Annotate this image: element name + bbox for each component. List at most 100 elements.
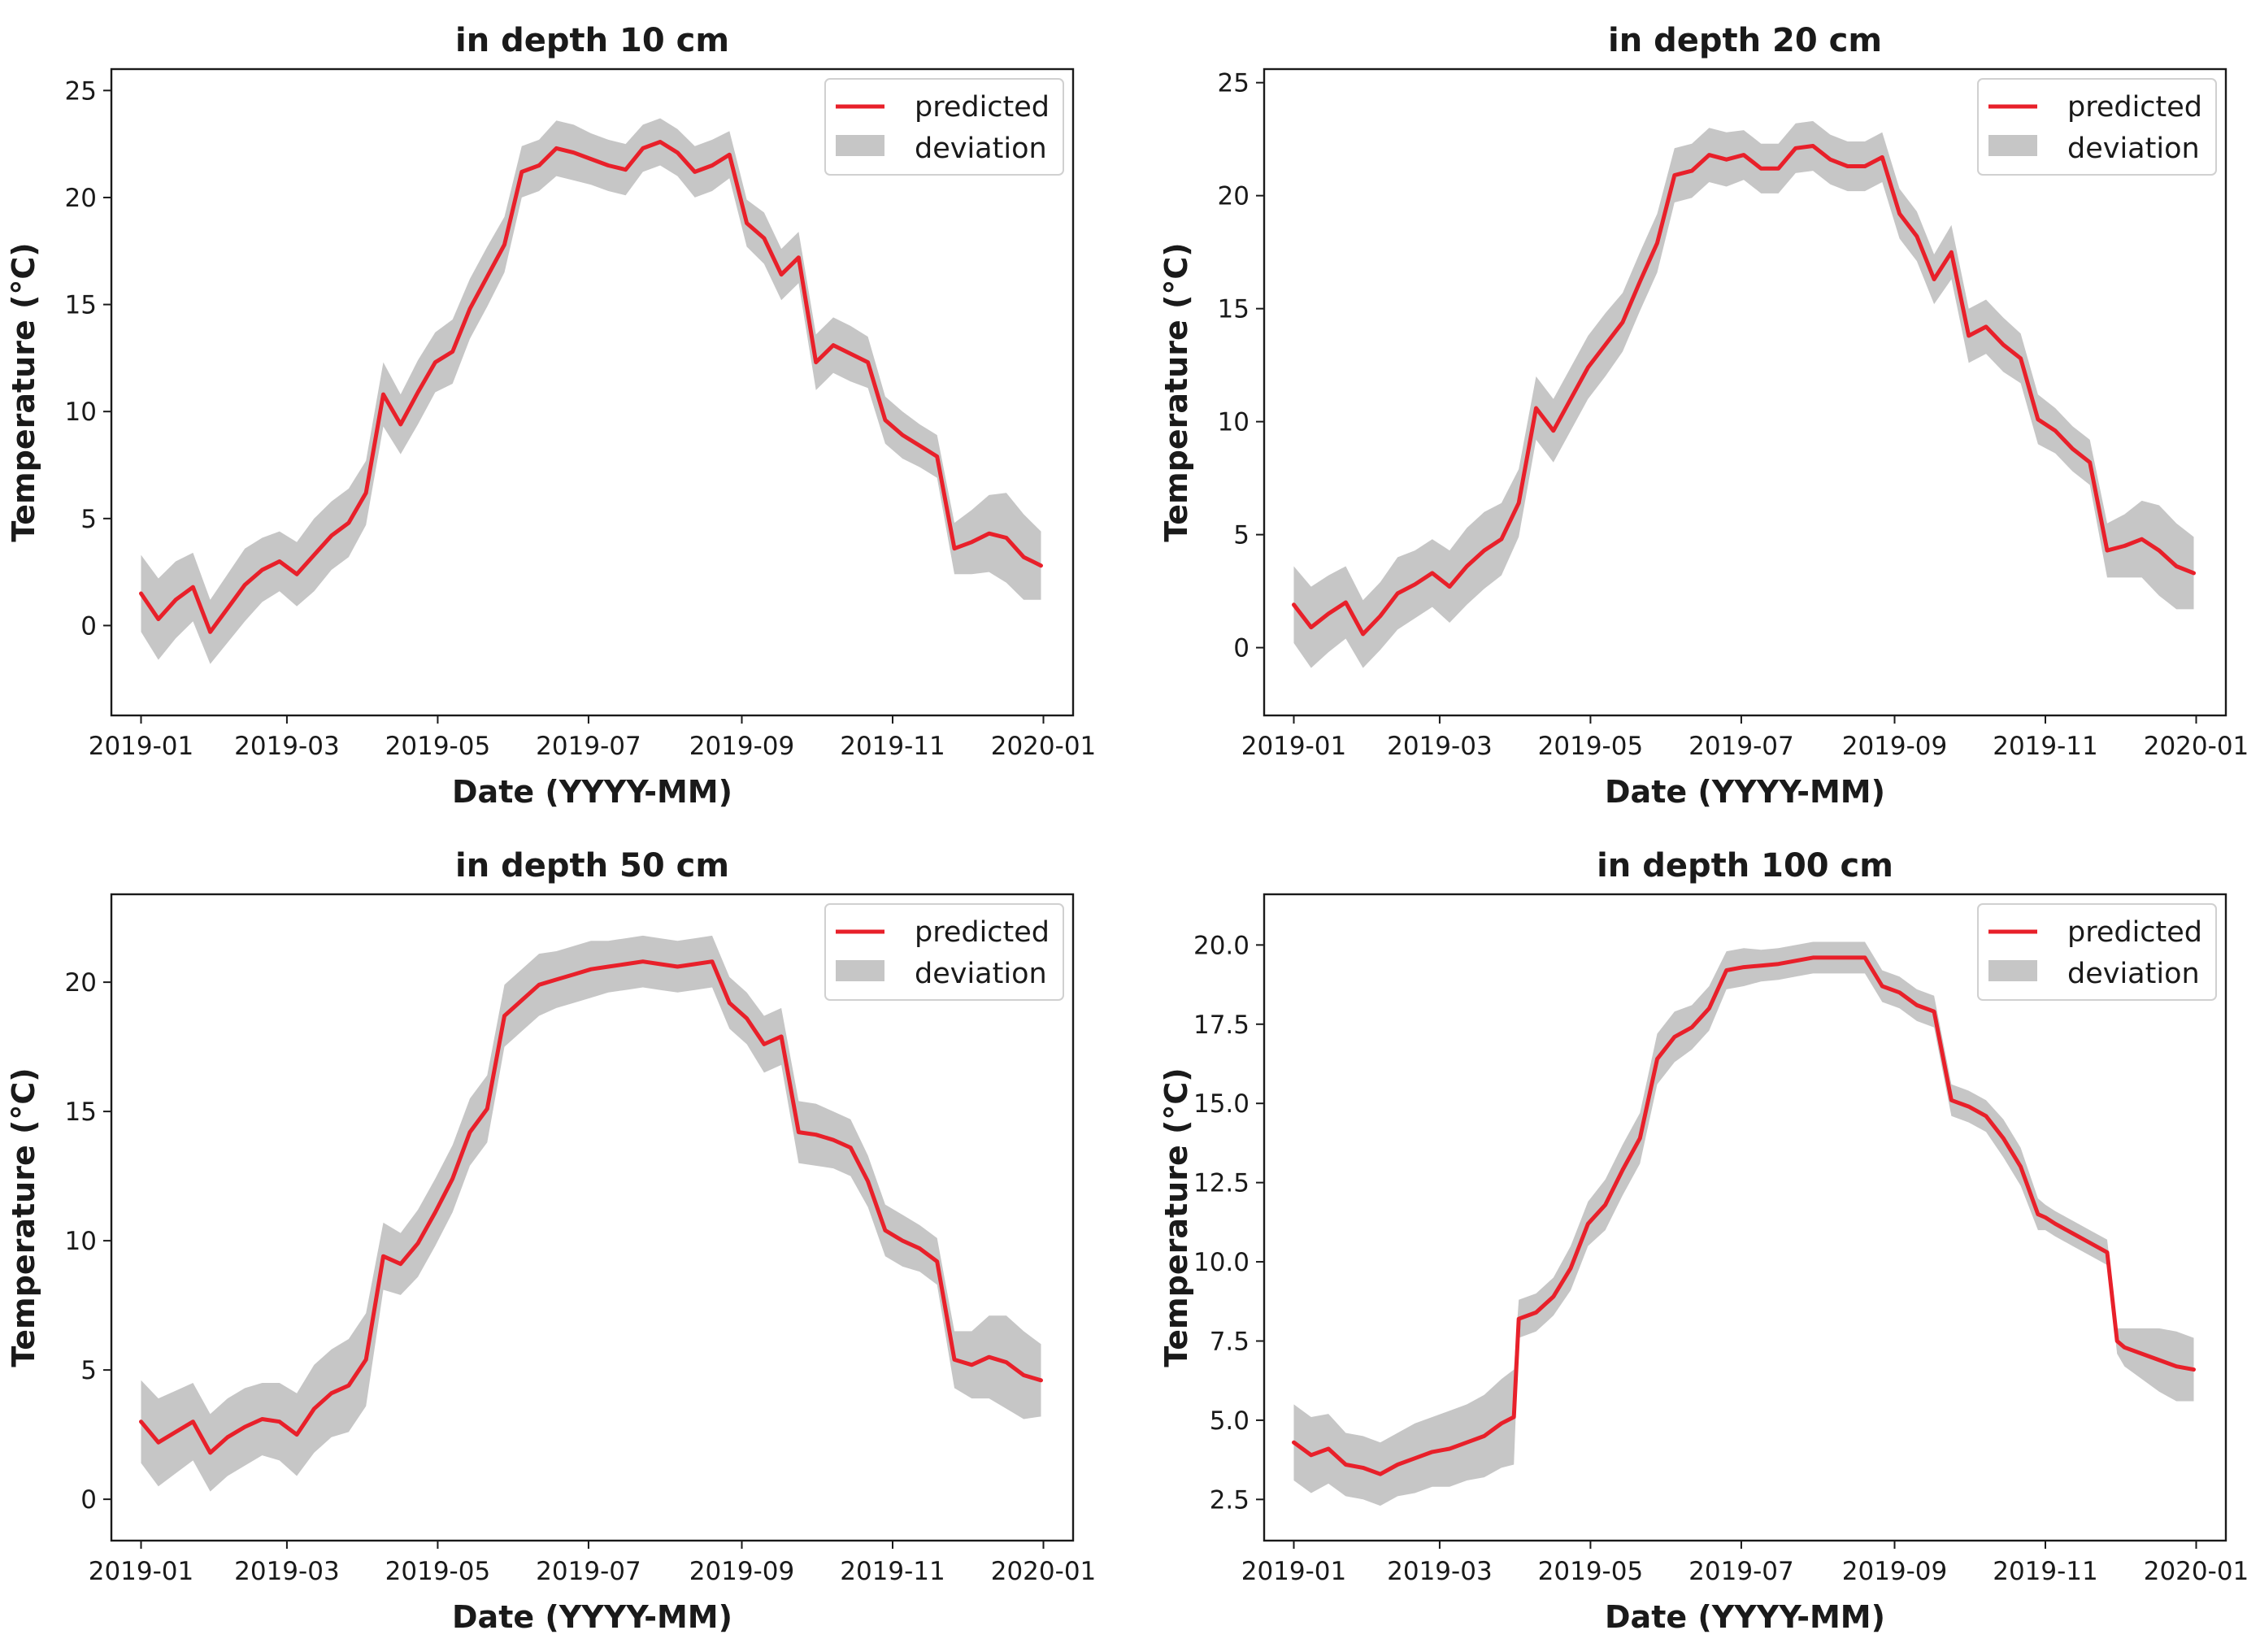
x-tick-label: 2019-05 xyxy=(385,732,491,761)
y-tick-label: 5.0 xyxy=(1210,1406,1250,1436)
x-axis-label: Date (YYYY-MM) xyxy=(1605,774,1885,810)
legend-deviation-swatch xyxy=(836,135,884,156)
y-tick-label: 5 xyxy=(80,1356,97,1385)
axes-frame xyxy=(1263,893,2227,1542)
x-axis-label: Date (YYYY-MM) xyxy=(1605,1599,1885,1635)
x-tick-label: 2019-11 xyxy=(840,732,945,761)
legend-deviation-label: deviation xyxy=(2067,958,2200,990)
x-tick-label: 2019-01 xyxy=(1241,732,1347,761)
y-tick-label: 17.5 xyxy=(1193,1011,1250,1040)
y-tick-label: 0 xyxy=(80,1485,97,1515)
x-tick-label: 2019-01 xyxy=(89,732,194,761)
legend-deviation-swatch xyxy=(836,960,884,981)
y-tick-label: 20.0 xyxy=(1193,931,1250,960)
y-tick-label: 7.5 xyxy=(1210,1327,1250,1356)
x-tick-label: 2019-07 xyxy=(536,1557,641,1586)
y-tick-label: 25 xyxy=(1218,69,1250,98)
x-tick-label: 2019-05 xyxy=(385,1557,491,1586)
x-tick-label: 2019-11 xyxy=(1993,1557,2098,1586)
predicted-line xyxy=(139,959,1043,1455)
x-tick-label: 2019-05 xyxy=(1538,732,1644,761)
deviation-band xyxy=(141,935,1041,1492)
legend-box xyxy=(1977,903,2217,1001)
predicted-line xyxy=(1292,144,2196,637)
x-axis-label: Date (YYYY-MM) xyxy=(452,774,732,810)
y-tick-label: 0 xyxy=(1233,634,1250,663)
y-tick-label: 20 xyxy=(65,968,97,998)
y-tick-label: 10 xyxy=(65,398,97,427)
axes-frame xyxy=(110,67,1075,717)
legend: predicted deviation xyxy=(824,903,1064,1001)
legend-deviation-swatch xyxy=(1988,135,2037,156)
chart-title: in depth 20 cm xyxy=(1608,22,1882,59)
y-tick-label: 20 xyxy=(65,184,97,213)
x-tick-label: 2019-01 xyxy=(89,1557,194,1586)
y-tick-label: 20 xyxy=(1218,182,1250,211)
y-axis-label: Temperature (°C) xyxy=(1158,1067,1194,1367)
y-tick-label: 5 xyxy=(1233,521,1250,550)
y-tick-label: 25 xyxy=(65,76,97,106)
legend-deviation-swatch xyxy=(1988,960,2037,981)
y-tick-label: 10 xyxy=(1218,408,1250,437)
y-tick-label: 10 xyxy=(65,1227,97,1256)
y-tick-label: 15 xyxy=(65,291,97,320)
chart-panel-2: 2019-01 2019-03 2019-05 2019-07 2019-09 2019-… xyxy=(1158,22,2249,810)
deviation-band xyxy=(1293,941,2194,1506)
deviation-band xyxy=(1293,120,2194,668)
x-tick-label: 2019-03 xyxy=(1387,732,1493,761)
x-tick-label: 2019-05 xyxy=(1538,1557,1644,1586)
predicted-line xyxy=(1292,955,2196,1476)
y-axis-label: Temperature (°C) xyxy=(6,1067,41,1367)
chart-panel-1: 2019-01 2019-03 2019-05 2019-07 2019-09 2019-… xyxy=(6,22,1096,810)
x-tick-label: 2019-09 xyxy=(1842,732,1948,761)
x-tick-label: 2019-07 xyxy=(536,732,641,761)
x-tick-label: 2019-01 xyxy=(1241,1557,1347,1586)
x-tick-label: 2019-09 xyxy=(689,1557,795,1586)
chart-title: in depth 50 cm xyxy=(455,847,729,885)
x-tick-label: 2019-09 xyxy=(689,732,795,761)
x-tick-label: 2019-07 xyxy=(1688,1557,1794,1586)
predicted-line xyxy=(139,140,1043,634)
y-tick-label: 12.5 xyxy=(1193,1169,1250,1198)
x-tick-label: 2020-01 xyxy=(991,1557,1097,1586)
legend: predicted deviation xyxy=(1977,903,2217,1001)
legend-predicted-label: predicted xyxy=(915,91,1050,124)
y-tick-label: 15.0 xyxy=(1193,1089,1250,1119)
legend-deviation-label: deviation xyxy=(915,133,1047,165)
chart-title: in depth 100 cm xyxy=(1597,847,1893,885)
x-tick-label: 2020-01 xyxy=(991,732,1097,761)
legend-box xyxy=(824,78,1064,176)
y-tick-label: 0 xyxy=(80,611,97,641)
y-tick-label: 15 xyxy=(1218,295,1250,324)
x-tick-label: 2019-11 xyxy=(1993,732,2098,761)
x-tick-label: 2020-01 xyxy=(2144,1557,2249,1586)
legend-predicted-label: predicted xyxy=(2067,91,2202,124)
y-axis-label: Temperature (°C) xyxy=(1158,242,1194,541)
x-axis-label: Date (YYYY-MM) xyxy=(452,1599,732,1635)
legend-box xyxy=(824,903,1064,1001)
chart-title: in depth 10 cm xyxy=(455,22,729,59)
y-tick-label: 15 xyxy=(65,1098,97,1127)
x-tick-label: 2019-03 xyxy=(1387,1557,1493,1586)
legend: predicted deviation xyxy=(1977,78,2217,176)
axes-frame xyxy=(1263,67,2227,717)
deviation-band xyxy=(141,118,1041,664)
legend-deviation-label: deviation xyxy=(2067,133,2200,165)
x-tick-label: 2019-07 xyxy=(1688,732,1794,761)
y-axis-label: Temperature (°C) xyxy=(6,242,41,541)
chart-panel-3: 2019-01 2019-03 2019-05 2019-07 2019-09 2019-… xyxy=(6,847,1096,1635)
legend: predicted deviation xyxy=(824,78,1064,176)
y-tick-label: 2.5 xyxy=(1210,1485,1250,1515)
x-tick-label: 2019-11 xyxy=(840,1557,945,1586)
x-tick-label: 2019-03 xyxy=(234,732,340,761)
legend-predicted-label: predicted xyxy=(915,916,1050,949)
legend-deviation-label: deviation xyxy=(915,958,1047,990)
axes-frame xyxy=(110,893,1075,1542)
legend-box xyxy=(1977,78,2217,176)
chart-panel-4: 2019-01 2019-03 2019-05 2019-07 2019-09 2019-… xyxy=(1158,847,2249,1635)
y-tick-label: 5 xyxy=(80,505,97,534)
x-tick-label: 2020-01 xyxy=(2144,732,2249,761)
y-tick-label: 10.0 xyxy=(1193,1248,1250,1277)
x-tick-label: 2019-03 xyxy=(234,1557,340,1586)
